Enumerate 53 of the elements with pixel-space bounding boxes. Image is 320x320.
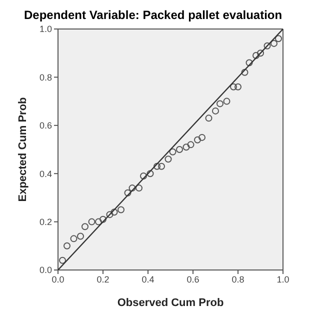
point bbox=[252, 52, 260, 60]
point bbox=[270, 40, 278, 47]
point bbox=[88, 218, 96, 226]
point bbox=[234, 83, 242, 90]
x-tick-label: 0.4 bbox=[142, 274, 154, 284]
x-tick-label: 0.8 bbox=[232, 274, 244, 284]
point bbox=[158, 162, 165, 170]
point bbox=[59, 256, 66, 264]
point bbox=[100, 216, 106, 223]
point bbox=[128, 184, 136, 192]
point bbox=[106, 211, 114, 218]
point bbox=[187, 141, 194, 148]
y-tick-label: 1.0 bbox=[39, 24, 52, 34]
point bbox=[64, 242, 70, 250]
x-tick-label: 0.0 bbox=[52, 274, 64, 284]
point bbox=[223, 98, 230, 105]
point bbox=[154, 162, 160, 170]
y-tick-label: 0.6 bbox=[39, 120, 52, 131]
point bbox=[230, 83, 237, 90]
x-tick-label: 0.6 bbox=[186, 274, 200, 284]
point bbox=[176, 146, 183, 153]
point bbox=[212, 107, 219, 114]
point bbox=[182, 144, 190, 151]
point bbox=[118, 206, 124, 214]
point bbox=[136, 184, 142, 192]
point bbox=[95, 218, 102, 226]
point bbox=[216, 100, 224, 108]
chart-title: Dependent Variable: Packed pallet evaluation bbox=[23, 8, 284, 24]
point bbox=[77, 232, 84, 240]
point bbox=[275, 35, 282, 42]
point bbox=[140, 172, 147, 180]
x-tick-label: 0.2 bbox=[96, 274, 110, 284]
point bbox=[169, 148, 176, 156]
point bbox=[70, 235, 78, 242]
y-tick-label: 0.8 bbox=[39, 72, 52, 82]
x-axis-title: Observed Cum Prob bbox=[117, 297, 224, 309]
x-tick-label: 1.0 bbox=[276, 274, 290, 284]
point bbox=[164, 156, 172, 163]
point bbox=[146, 170, 154, 178]
y-axis-title: Expected Cum Prob bbox=[16, 96, 29, 202]
y-tick-label: 0.0 bbox=[39, 265, 52, 276]
y-tick-label: 0.4 bbox=[39, 168, 52, 179]
point bbox=[257, 50, 264, 57]
point bbox=[110, 208, 118, 216]
point bbox=[264, 42, 271, 50]
point bbox=[82, 223, 88, 230]
point bbox=[205, 114, 212, 122]
point bbox=[124, 189, 132, 196]
point bbox=[198, 134, 206, 141]
point bbox=[246, 59, 253, 66]
y-tick-label: 0.2 bbox=[39, 216, 52, 227]
point bbox=[241, 68, 248, 76]
point bbox=[194, 136, 201, 144]
